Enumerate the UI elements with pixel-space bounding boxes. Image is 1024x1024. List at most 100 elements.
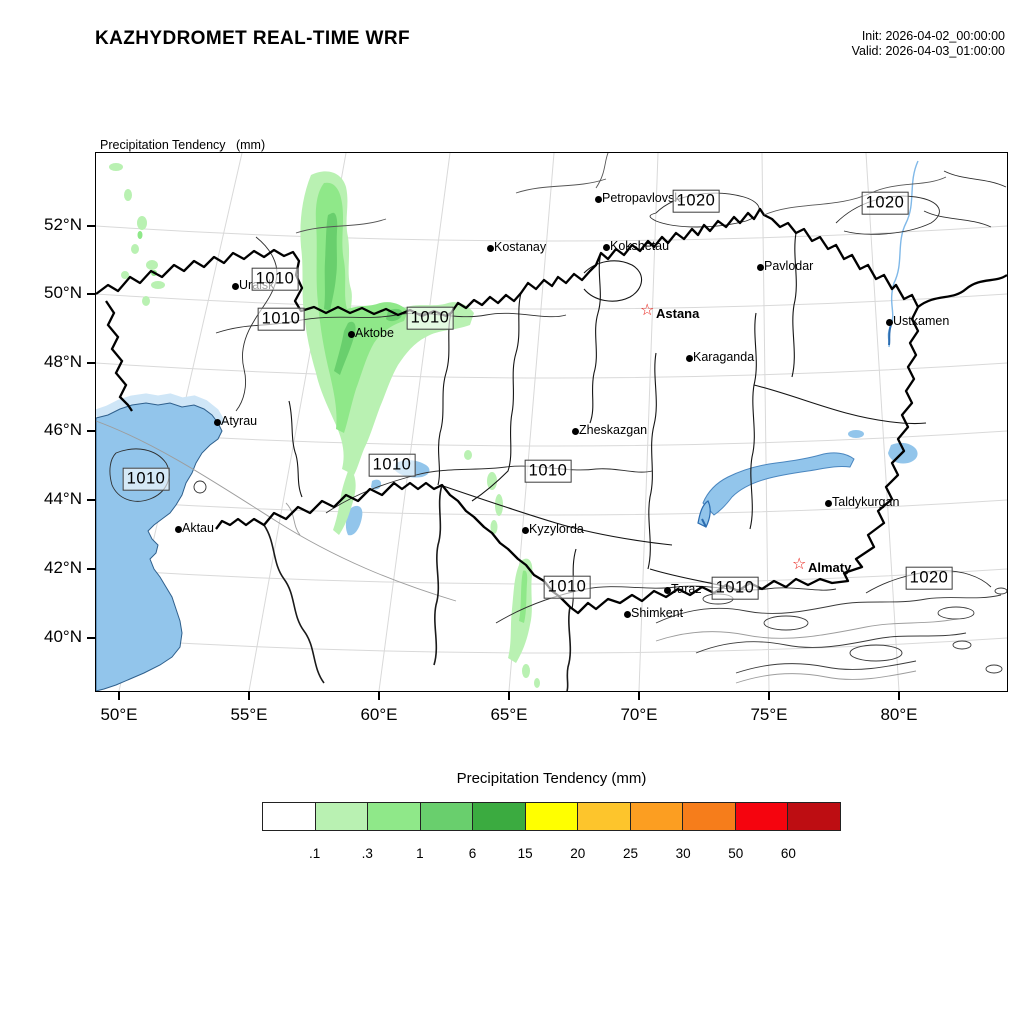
parallel-line bbox=[96, 499, 1007, 516]
isobar-value-label: 1010 bbox=[524, 459, 572, 483]
longitude-label: 75°E bbox=[750, 705, 788, 724]
parallel-line bbox=[96, 362, 1007, 379]
longitude-tick bbox=[118, 691, 120, 700]
longitude-tick bbox=[638, 691, 640, 700]
latitude-label: 40°N bbox=[44, 627, 82, 646]
city-label: Kokshetau bbox=[610, 239, 670, 253]
city-label: Taraz bbox=[671, 582, 702, 596]
longitude-label: 50°E bbox=[100, 705, 138, 724]
precip-area-south-light bbox=[508, 558, 533, 663]
isobar-value-label: 1010 bbox=[257, 307, 305, 331]
latitude-label: 46°N bbox=[44, 420, 82, 439]
city-dot-icon bbox=[623, 610, 631, 618]
legend-tick-label: .1 bbox=[308, 846, 321, 861]
legend-tick-label: 1 bbox=[416, 846, 424, 861]
latitude-label: 52°N bbox=[44, 215, 82, 234]
city-dot-icon bbox=[174, 525, 182, 533]
gray-contours bbox=[96, 420, 957, 684]
legend-tick-label: 20 bbox=[570, 846, 586, 861]
city-label: Atyrau bbox=[221, 414, 258, 428]
legend-tick-labels: .1 .3 1 6 15 20 25 30 50 60 bbox=[262, 846, 841, 862]
lake-balkhash bbox=[702, 452, 855, 516]
isobar-value-label: 1020 bbox=[861, 191, 909, 215]
latitude-tick bbox=[87, 637, 96, 639]
city-label: Shimkent bbox=[631, 606, 684, 620]
city-dot-icon bbox=[213, 418, 221, 426]
isobar-value-label: 1020 bbox=[905, 566, 953, 590]
map-panel: 52°N 50°N 48°N 46°N 44°N 42°N 40°N 50°E 55°E 60°E… bbox=[44, 152, 1008, 724]
city-dot-icon bbox=[885, 318, 893, 326]
isobar-value-label: 1010 bbox=[368, 453, 416, 477]
valid-time: Valid: 2026-04-03_01:00:00 bbox=[851, 43, 1005, 58]
longitude-label: 60°E bbox=[360, 705, 398, 724]
russia-altai-border bbox=[917, 274, 1007, 308]
city-label: Kostanay bbox=[494, 240, 547, 254]
isobar-value-label: 1020 bbox=[672, 189, 720, 213]
parallel-line bbox=[96, 430, 1007, 447]
latitude-tick bbox=[87, 225, 96, 227]
kazakhstan-border-northwest-branch bbox=[105, 300, 133, 412]
latitude-tick bbox=[87, 362, 96, 364]
city-label: Aktau bbox=[182, 521, 214, 535]
latitude-label: 44°N bbox=[44, 489, 82, 508]
latitude-tick bbox=[87, 293, 96, 295]
southeast-contour-cluster bbox=[655, 587, 1007, 674]
meridian-line bbox=[865, 153, 900, 691]
isobar-value-label: 1010 bbox=[711, 576, 759, 600]
legend-tick-label: 25 bbox=[622, 846, 638, 861]
longitude-label: 70°E bbox=[620, 705, 658, 724]
latitude-label: 50°N bbox=[44, 283, 82, 302]
city-dot-icon bbox=[824, 499, 832, 507]
legend-tick-label: 15 bbox=[517, 846, 533, 861]
legend-color-cell bbox=[578, 803, 631, 830]
longitude-label: 55°E bbox=[230, 705, 268, 724]
legend-tick-label: .3 bbox=[361, 846, 373, 861]
meridian-line bbox=[378, 153, 451, 691]
city-dot-icon bbox=[521, 526, 529, 534]
latitude-label: 48°N bbox=[44, 352, 82, 371]
parallel-line bbox=[96, 293, 1007, 310]
legend-tick-label: 30 bbox=[675, 846, 691, 861]
legend-color-cell bbox=[420, 803, 474, 830]
city-label: Aktobe bbox=[355, 326, 394, 340]
precip-speckles-northwest bbox=[109, 163, 165, 306]
city-dot-icon bbox=[571, 427, 579, 435]
capital-star-icon: ☆ bbox=[640, 302, 655, 319]
longitude-label: 65°E bbox=[490, 705, 528, 724]
field-label-precip: Precipitation Tendency (mm) bbox=[100, 138, 266, 153]
longitude-tick bbox=[248, 691, 250, 700]
capital-star-icon: ☆ bbox=[792, 556, 807, 573]
city-dot-icon bbox=[231, 282, 239, 290]
legend-color-cell bbox=[788, 803, 841, 830]
longitude-label: 80°E bbox=[880, 705, 918, 724]
legend-color-cell bbox=[473, 803, 526, 830]
legend-color-cell bbox=[368, 803, 421, 830]
precip-tail-south bbox=[333, 471, 356, 535]
isobar-value-label: 1010 bbox=[543, 575, 591, 599]
latitude-tick bbox=[87, 499, 96, 501]
city-label: Astana bbox=[656, 306, 700, 321]
caspian-sea bbox=[96, 402, 223, 691]
city-label: Karaganda bbox=[693, 350, 755, 364]
legend-tick-label: 50 bbox=[728, 846, 744, 861]
small-lake bbox=[848, 430, 864, 438]
legend-color-cell bbox=[630, 803, 684, 830]
model-run-info: Init: 2026-04-02_00:00:00 Valid: 2026-04… bbox=[852, 29, 1005, 59]
parallel-line bbox=[96, 225, 1007, 242]
city-label: Kyzylorda bbox=[529, 522, 584, 536]
foreign-borders bbox=[263, 484, 572, 691]
lake-balkhash-tail bbox=[697, 500, 711, 528]
city-label: Ustkamen bbox=[893, 314, 950, 328]
oblast-borders bbox=[288, 232, 927, 610]
city-label: Petropavlovsk bbox=[602, 191, 681, 205]
city-dot-icon bbox=[347, 330, 355, 338]
longitude-tick bbox=[378, 691, 380, 700]
kazakhstan-border bbox=[96, 207, 920, 615]
city-label: Taldykurgan bbox=[832, 495, 900, 509]
city-dot-icon bbox=[486, 244, 494, 252]
city-dot-icon bbox=[685, 354, 693, 362]
longitude-tick bbox=[768, 691, 770, 700]
longitude-tick bbox=[898, 691, 900, 700]
meridian-line bbox=[761, 153, 770, 691]
